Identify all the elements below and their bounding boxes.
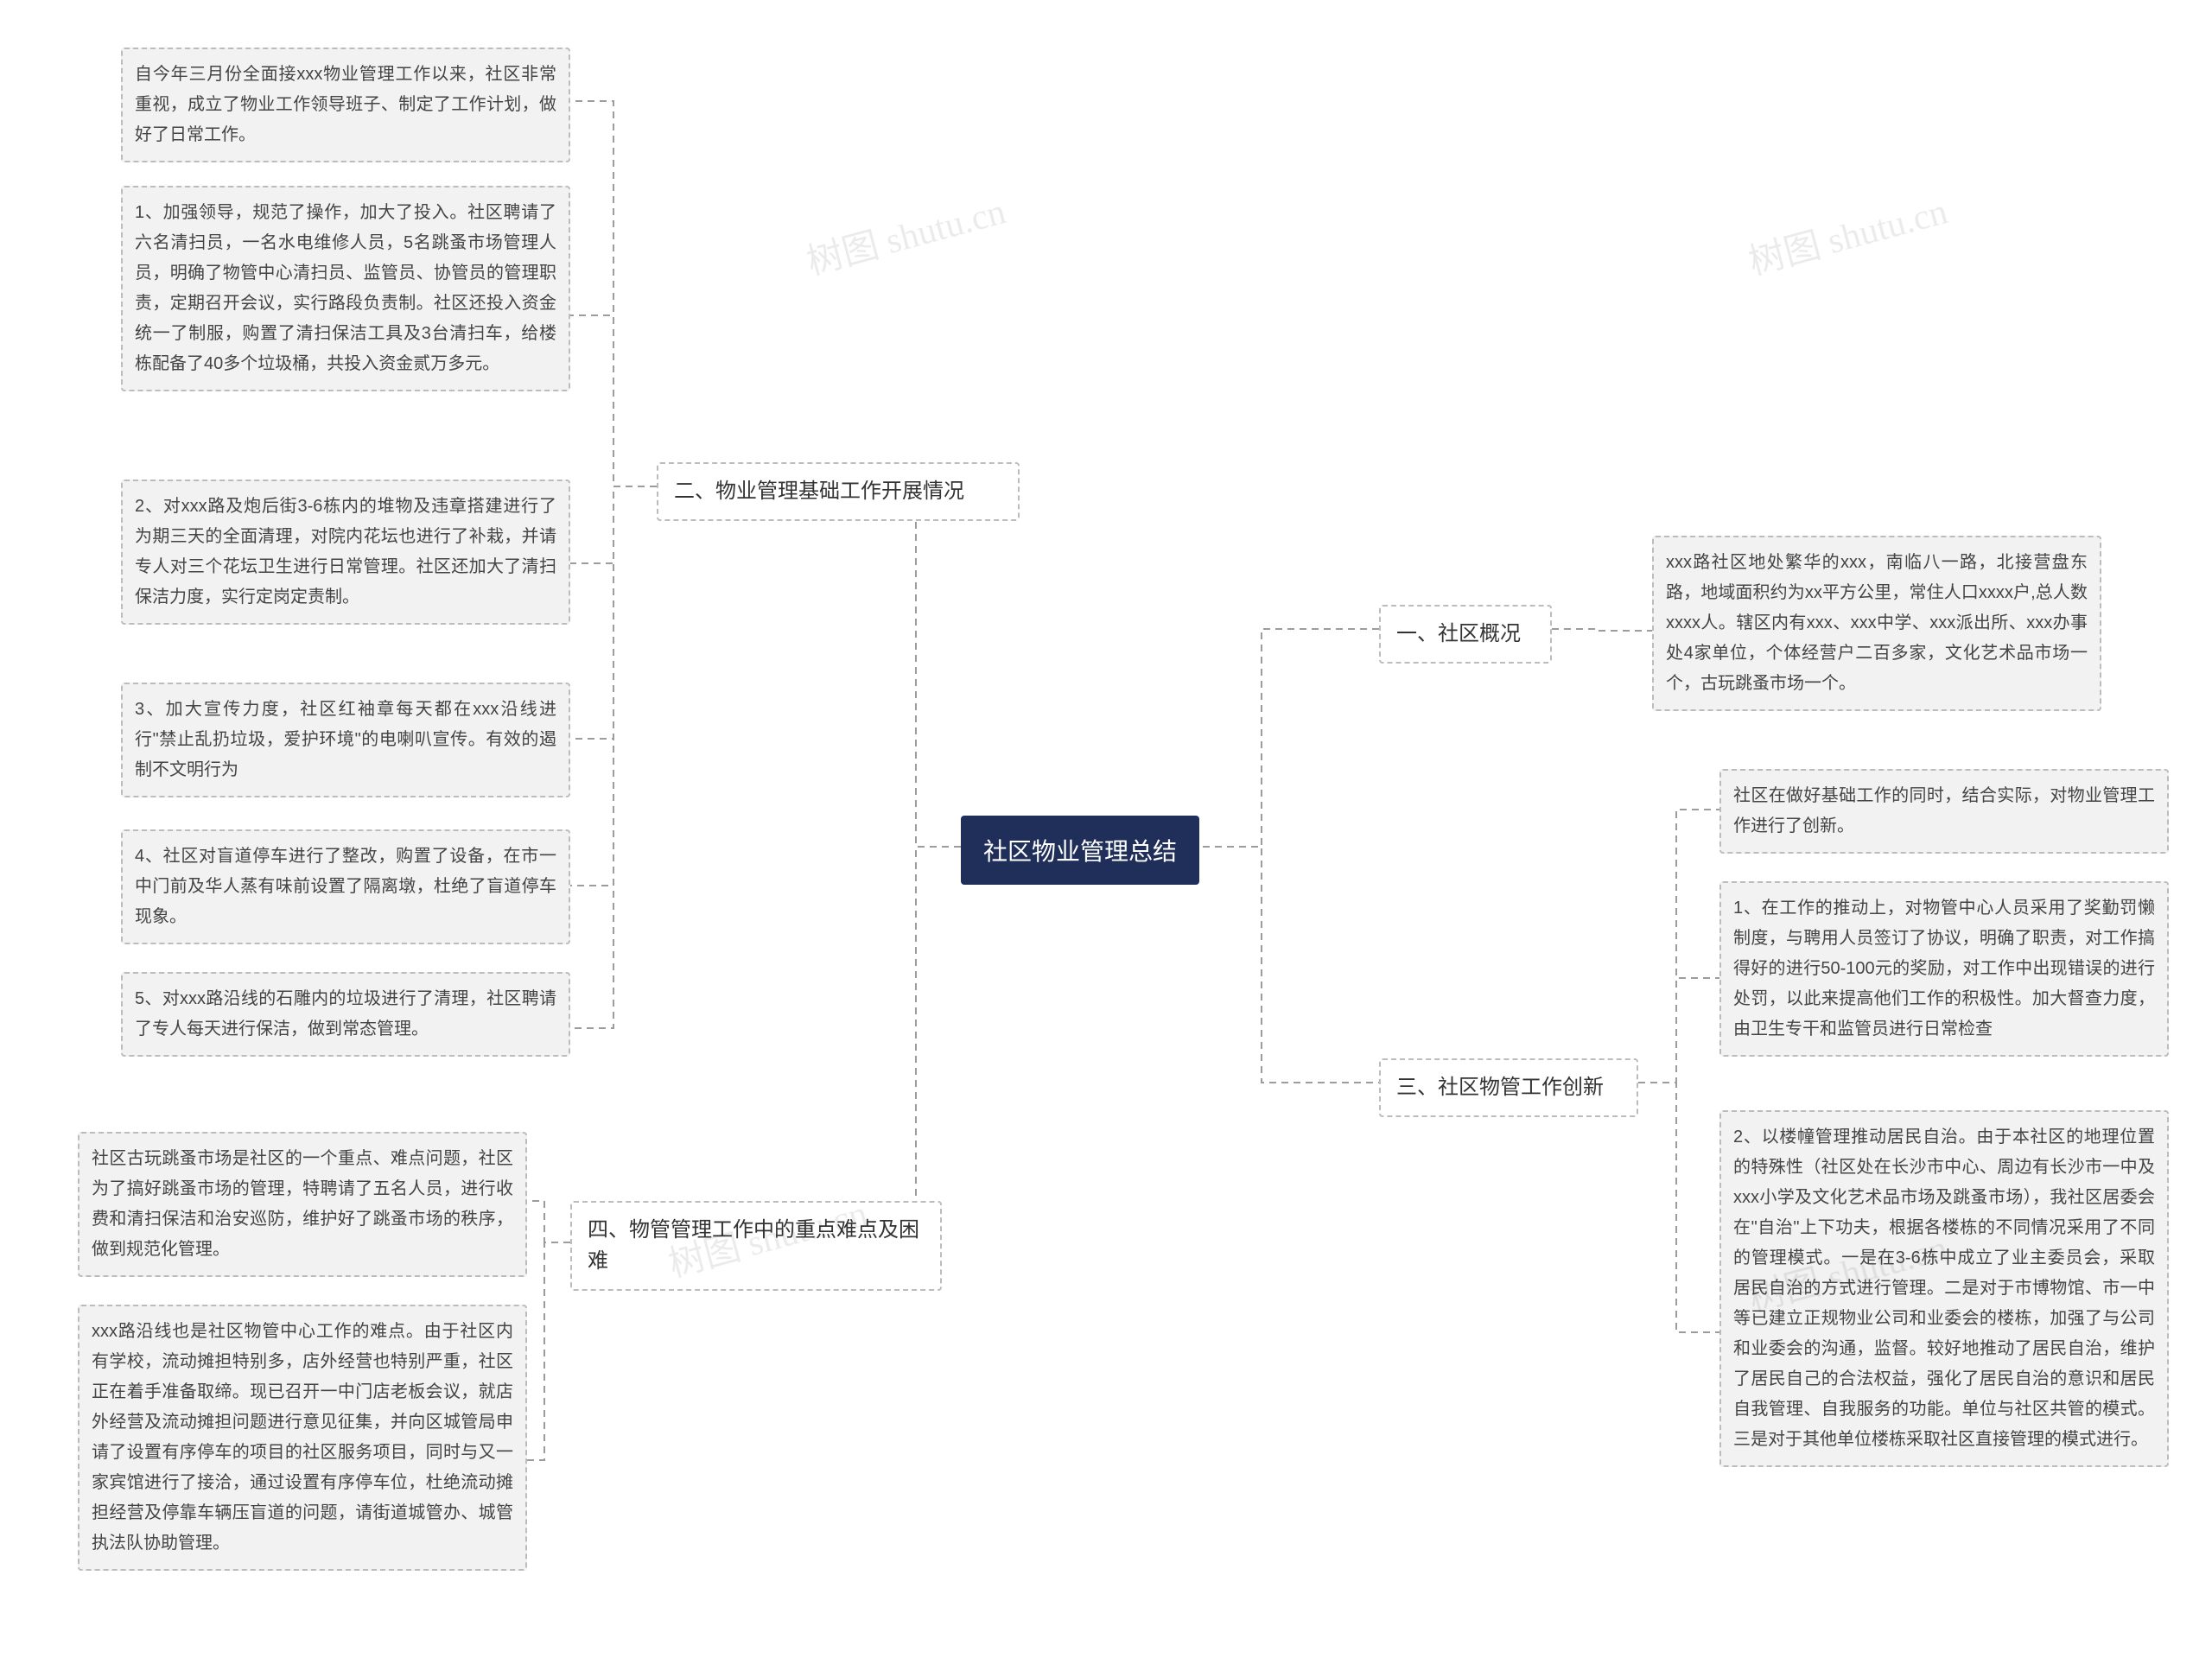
leaf-basic-1: 1、加强领导，规范了操作，加大了投入。社区聘请了六名清扫员，一名水电维修人员，5… <box>121 186 570 391</box>
branch-overview[interactable]: 一、社区概况 <box>1379 605 1552 664</box>
leaf-basic-3: 3、加大宣传力度，社区红袖章每天都在xxx沿线进行"禁止乱扔垃圾，爱护环境"的电… <box>121 683 570 797</box>
center-node[interactable]: 社区物业管理总结 <box>961 816 1199 885</box>
branch-innovation[interactable]: 三、社区物管工作创新 <box>1379 1058 1638 1117</box>
leaf-overview-detail: xxx路社区地处繁华的xxx，南临八一路，北接营盘东路，地域面积约为xx平方公里… <box>1652 536 2101 711</box>
leaf-innov-2: 2、以楼幢管理推动居民自治。由于本社区的地理位置的特殊性（社区处在长沙市中心、周… <box>1719 1110 2169 1467</box>
mindmap-canvas: 社区物业管理总结 一、社区概况 二、物业管理基础工作开展情况 三、社区物管工作创… <box>0 0 2212 1677</box>
leaf-basic-intro: 自今年三月份全面接xxx物业管理工作以来，社区非常重视，成立了物业工作领导班子、… <box>121 48 570 162</box>
leaf-basic-5: 5、对xxx路沿线的石雕内的垃圾进行了清理，社区聘请了专人每天进行保洁，做到常态… <box>121 972 570 1057</box>
leaf-diff-1: 社区古玩跳蚤市场是社区的一个重点、难点问题，社区为了搞好跳蚤市场的管理，特聘请了… <box>78 1132 527 1277</box>
watermark: 树图 shutu.cn <box>800 182 1010 286</box>
watermark: 树图 shutu.cn <box>1742 182 1952 286</box>
leaf-basic-4: 4、社区对盲道停车进行了整改，购置了设备，在市一中门前及华人蒸有味前设置了隔离墩… <box>121 829 570 944</box>
branch-difficulties[interactable]: 四、物管管理工作中的重点难点及困难 <box>570 1201 942 1291</box>
branch-basic-work[interactable]: 二、物业管理基础工作开展情况 <box>657 462 1020 521</box>
leaf-diff-2: xxx路沿线也是社区物管中心工作的难点。由于社区内有学校，流动摊担特别多，店外经… <box>78 1305 527 1571</box>
leaf-innov-intro: 社区在做好基础工作的同时，结合实际，对物业管理工作进行了创新。 <box>1719 769 2169 854</box>
leaf-innov-1: 1、在工作的推动上，对物管中心人员采用了奖勤罚懒制度，与聘用人员签订了协议，明确… <box>1719 881 2169 1057</box>
leaf-basic-2: 2、对xxx路及炮后街3-6栋内的堆物及违章搭建进行了为期三天的全面清理，对院内… <box>121 480 570 625</box>
